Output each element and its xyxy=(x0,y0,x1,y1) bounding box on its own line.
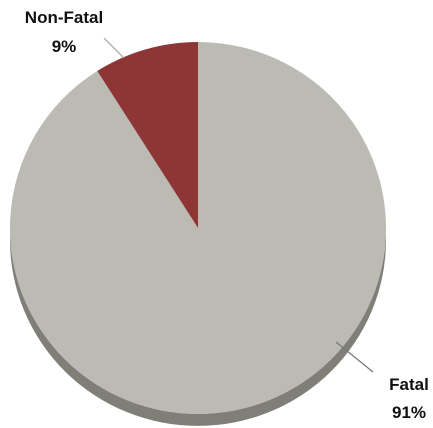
leader-line-fatal xyxy=(335,341,374,373)
pie-slice-fatal xyxy=(9,42,387,414)
label-fatal-name: Fatal xyxy=(389,375,429,394)
label-fatal-percent: 91% xyxy=(392,403,426,422)
leader-lines xyxy=(103,37,374,373)
pie-slice-non-fatal xyxy=(97,42,198,228)
label-non-fatal-name: Non-Fatal xyxy=(25,8,103,27)
label-non-fatal-percent: 9% xyxy=(52,37,77,56)
leader-line-non-fatal xyxy=(103,37,125,59)
pie-top xyxy=(9,42,387,414)
